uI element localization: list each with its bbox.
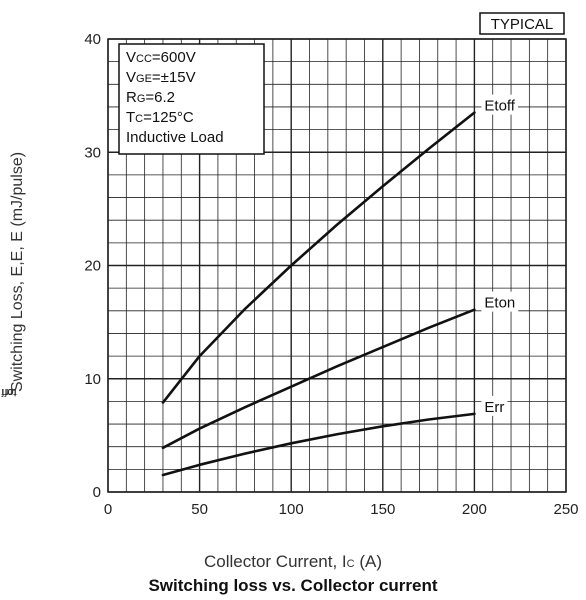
y-tick-label: 40 bbox=[84, 31, 101, 48]
x-tick-label: 200 bbox=[462, 501, 487, 518]
svg-text:Eton: Eton bbox=[484, 295, 515, 312]
series-etoff-label: Etoff bbox=[481, 94, 518, 115]
y-tick-label: 0 bbox=[93, 484, 101, 501]
conditions-box: VCC=600V VGE=±15V RG=6.2 TC=125°C Inductive … bbox=[118, 43, 265, 155]
condition-line: VGE=±15V bbox=[126, 69, 196, 86]
series-eton-line bbox=[161, 308, 476, 450]
series-lines bbox=[161, 111, 476, 477]
axis-ticks: 0 50 100 150 200 250 0 10 20 30 40 bbox=[84, 31, 578, 518]
typical-badge: TYPICAL bbox=[479, 12, 565, 35]
x-axis-label: Collector Current, IC (A) bbox=[203, 552, 382, 571]
x-tick-label: 150 bbox=[370, 501, 395, 518]
series-eton-label: Eton bbox=[481, 291, 519, 312]
condition-line: Inductive Load bbox=[126, 129, 224, 146]
condition-line: RG=6.2 bbox=[126, 89, 175, 106]
x-tick-label: 250 bbox=[553, 501, 578, 518]
svg-text:Etoff: Etoff bbox=[484, 98, 515, 115]
x-tick-label: 50 bbox=[191, 501, 208, 518]
chart-title: Switching loss vs. Collector current bbox=[148, 576, 438, 595]
series-etoff-line bbox=[161, 111, 476, 404]
series-err-line bbox=[161, 412, 476, 477]
svg-text:TYPICAL: TYPICAL bbox=[491, 16, 554, 33]
condition-line: TC=125°C bbox=[126, 109, 194, 126]
series-err-label: Err bbox=[481, 395, 508, 416]
condition-line: VCC=600V bbox=[126, 49, 196, 66]
y-tick-label: 10 bbox=[84, 371, 101, 388]
x-tick-label: 100 bbox=[279, 501, 304, 518]
y-tick-label: 30 bbox=[84, 144, 101, 161]
x-tick-label: 0 bbox=[104, 501, 112, 518]
plot-frame bbox=[107, 38, 567, 493]
series-labels: Etoff Eton Err bbox=[481, 94, 519, 416]
y-tick-label: 20 bbox=[84, 258, 101, 275]
svg-text:Err: Err bbox=[484, 399, 504, 416]
